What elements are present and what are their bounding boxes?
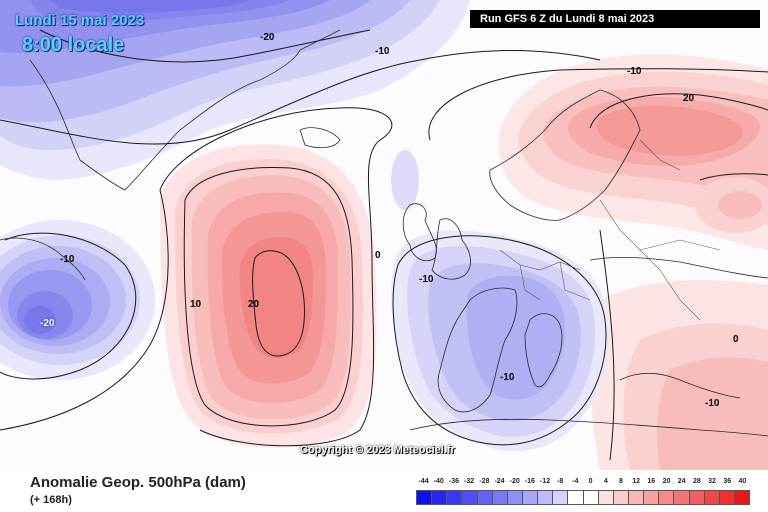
contour-label: -10 (627, 66, 642, 77)
legend-tick-label: 36 (723, 478, 732, 485)
borders (499, 139, 721, 321)
turkey-coast (619, 372, 741, 399)
contour-label: 20 (248, 299, 260, 310)
legend-color-bar (416, 490, 750, 505)
greenland-coast (29, 29, 341, 191)
legend-tick-label: -40 (433, 478, 444, 485)
legend-color-cell (689, 491, 705, 504)
legend-color-cell (659, 491, 675, 504)
legend-color-cell (462, 491, 478, 504)
contour-20-atlantic (252, 250, 305, 357)
legend-color-cell (522, 491, 539, 504)
legend-tick-label: 20 (662, 478, 671, 485)
north-africa-coast (409, 418, 768, 437)
legend-tick-label: -32 (464, 478, 475, 485)
legend-color-cell (553, 491, 569, 504)
contour-minus10-west (0, 232, 137, 380)
iberia-coast (437, 287, 518, 413)
legend-color-cell (477, 491, 493, 504)
contour-zero-nordic (428, 68, 768, 141)
contour-label: -10 (419, 274, 434, 285)
anomaly-map-canvas (0, 0, 768, 470)
legend-tick-label: -4 (572, 478, 579, 485)
contour-label: -10 (500, 372, 515, 383)
legend-tick-label: 40 (738, 478, 747, 485)
legend-color-cell (447, 491, 463, 504)
contour-label: 0 (375, 250, 381, 261)
negative-anomaly-west (0, 220, 155, 380)
legend-tick-label: 8 (619, 478, 623, 485)
legend-color-cell (538, 491, 554, 504)
contour-label: -10 (60, 254, 75, 265)
contour-zero-atlantic (0, 107, 393, 447)
valid-time: 8:00 locale (22, 34, 125, 56)
contour-label: -10 (375, 46, 390, 57)
legend-color-cell (628, 491, 645, 504)
legend-tick-label: 0 (588, 478, 593, 485)
legend-color-cell (719, 491, 735, 504)
legend-tick-label: 16 (647, 478, 656, 485)
legend-tick-label: 24 (677, 478, 686, 485)
legend-color-cell (734, 491, 750, 504)
legend-color-cell (568, 491, 584, 504)
legend-color-cell (492, 491, 508, 504)
legend-color-cell (613, 491, 629, 504)
legend-tick-label: 28 (692, 478, 701, 485)
scandinavia-coast (489, 89, 641, 221)
uk-coast (431, 218, 471, 280)
black-sea-coast (589, 256, 768, 279)
contour-10-atlantic (183, 167, 354, 427)
contour-label: 20 (683, 93, 695, 104)
canada-coast (0, 237, 86, 281)
legend-tick-label: 12 (632, 478, 641, 485)
contour-east-arc (699, 173, 768, 181)
contour-label: 0 (733, 334, 739, 345)
contour-lines (0, 29, 768, 461)
legend-color-cell (644, 491, 660, 504)
forecast-lead: (+ 168h) (30, 494, 72, 506)
legend-tick-label: -8 (557, 478, 564, 485)
contour-label: -10 (705, 398, 720, 409)
legend-color-cell (583, 491, 599, 504)
contour-minus10-north (0, 50, 601, 145)
legend-tick-label: -28 (479, 478, 490, 485)
legend-color-cell (417, 491, 433, 504)
legend-tick-label: -44 (418, 478, 429, 485)
positive-anomaly-scandinavia (498, 54, 768, 250)
run-info: Run GFS 6 Z du Lundi 8 mai 2023 (470, 10, 760, 28)
coastlines (0, 29, 768, 437)
legend-tick-label: -36 (448, 478, 460, 485)
contour-minus10-europe (392, 235, 607, 446)
legend-tick-label: -24 (494, 478, 505, 485)
legend-tick-label: -12 (539, 478, 551, 485)
positive-anomaly-southeast (590, 280, 768, 470)
legend-color-cell (674, 491, 690, 504)
color-legend: -44 -40 -36 -32 -28 -24 -20 -16 -12 -8 -4 0 4 8 12 16 20… (416, 478, 750, 505)
negative-anomaly-north (0, 0, 470, 180)
legend-tick-label: 4 (603, 478, 608, 485)
legend-tick-label: 32 (708, 478, 716, 485)
contour-10-scandinavia (589, 93, 768, 129)
legend-color-cell (432, 491, 448, 504)
copyright: Copyright © 2023 Meteociel.fr (300, 444, 455, 456)
positive-anomaly-atlantic (160, 144, 377, 448)
iceland-coast (299, 127, 341, 149)
contour-zero-east (599, 229, 615, 461)
legend-tick-label: -20 (509, 478, 520, 485)
legend-ticks: -44 -40 -36 -32 -28 -24 -20 -16 -12 -8 -4 0 4 8 12 16 20… (416, 478, 750, 490)
legend-color-cell (704, 491, 720, 504)
valid-date: Lundi 15 mai 2023 (15, 12, 145, 29)
legend-tick-label: -16 (524, 478, 535, 485)
map-title: Anomalie Geop. 500hPa (dam) (30, 474, 246, 491)
contour-label: 10 (190, 299, 202, 310)
contour-label: -20 (40, 318, 55, 329)
contour-label: -20 (260, 32, 275, 43)
legend-color-cell (507, 491, 523, 504)
negative-anomaly-north-atlantic (391, 150, 419, 210)
italy-coast (524, 313, 563, 388)
legend-color-cell (598, 491, 614, 504)
contour-minus20-north (39, 29, 371, 63)
